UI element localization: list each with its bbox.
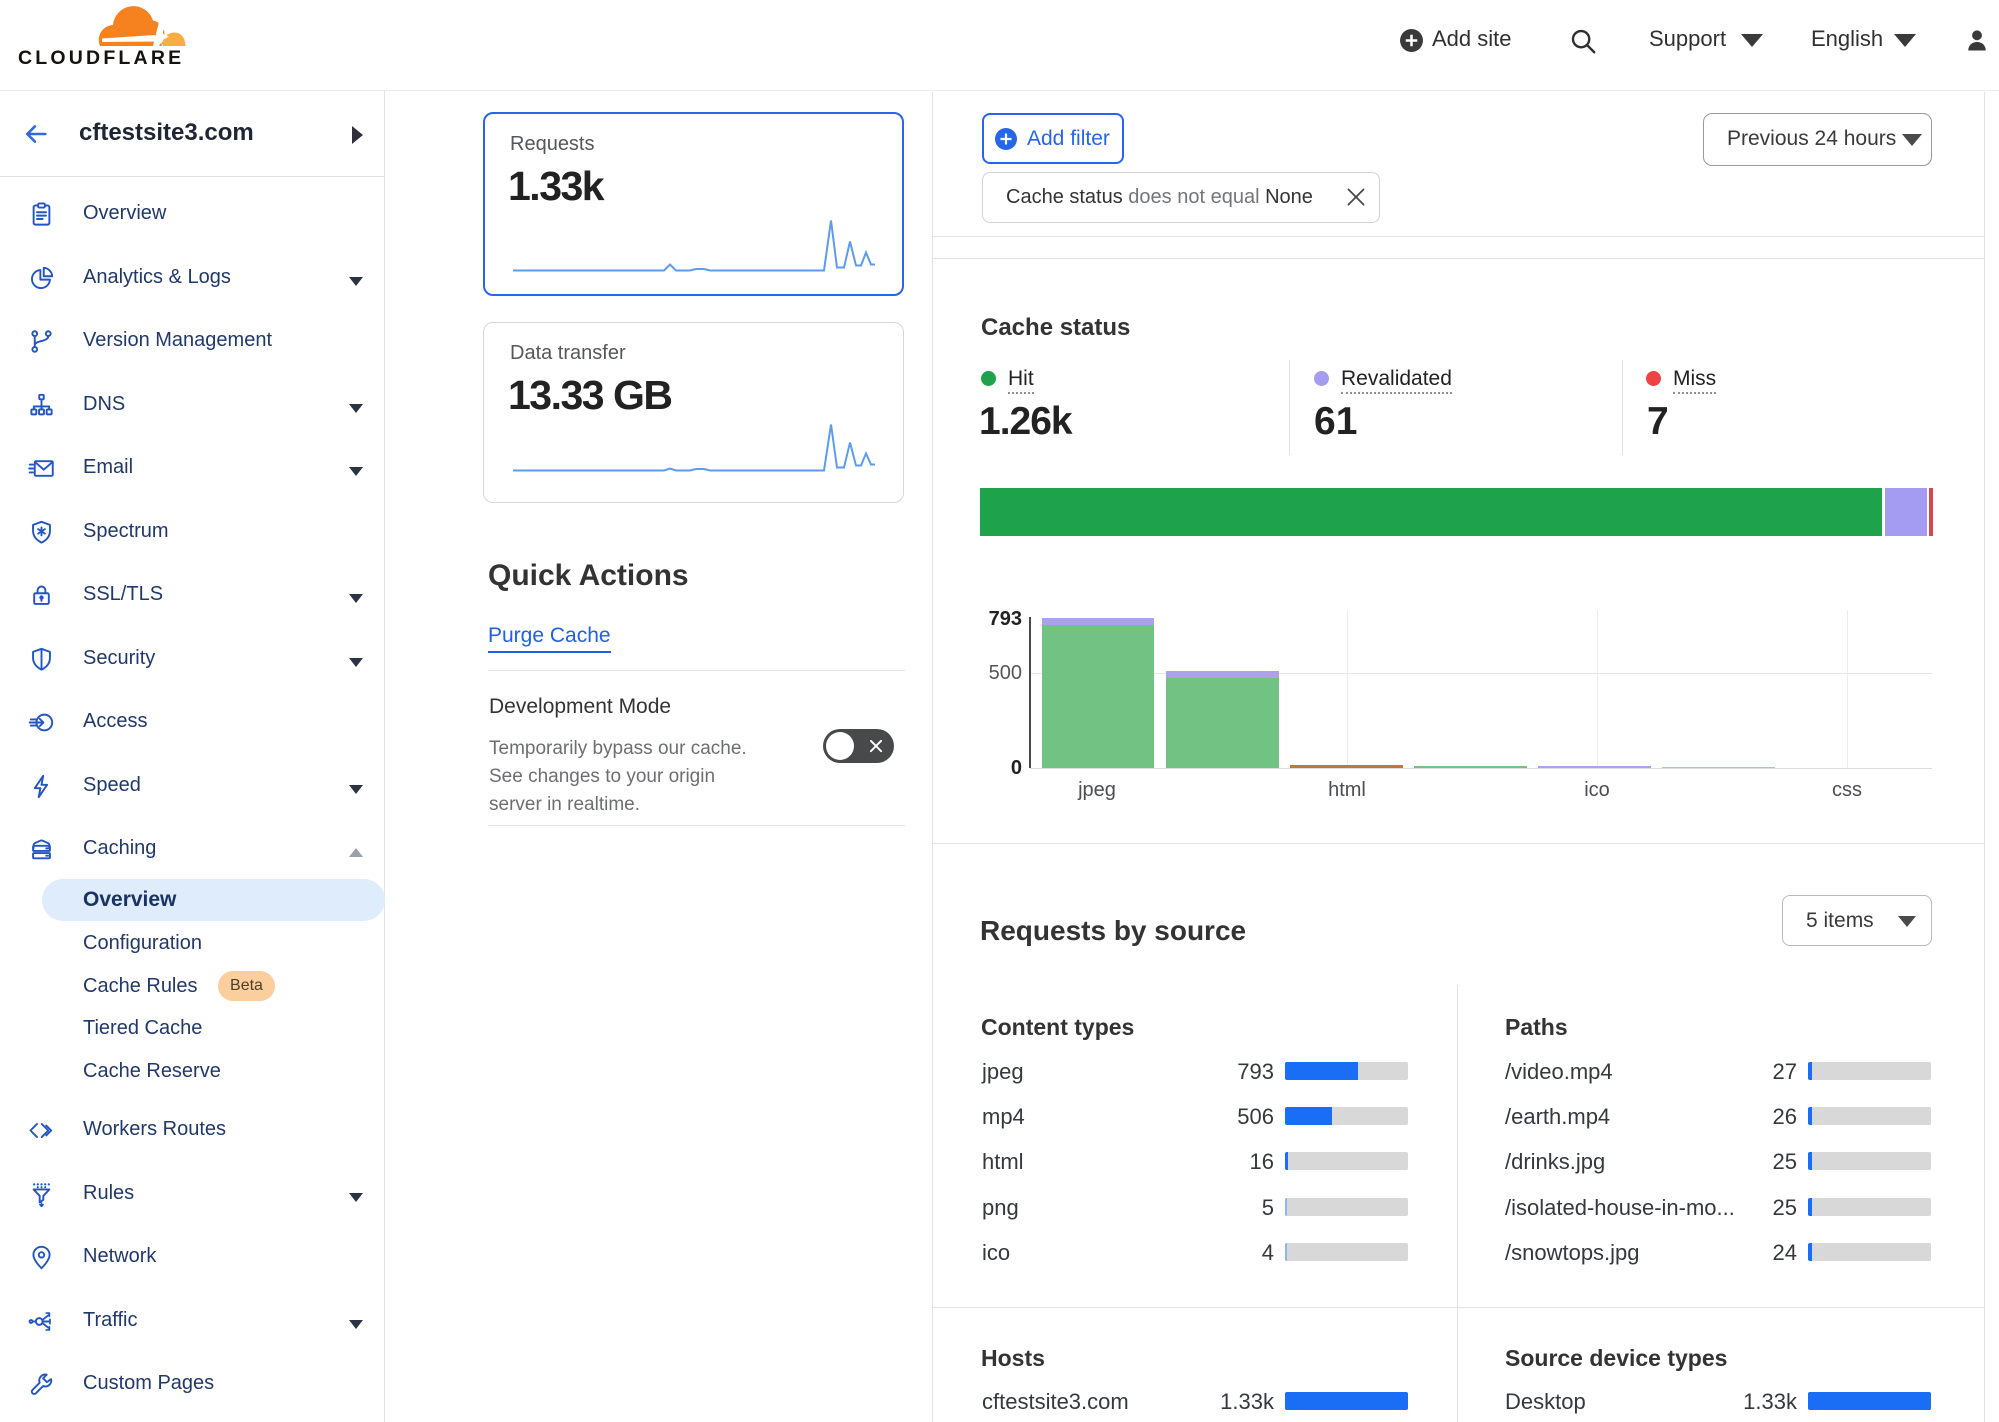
svg-text:CLOUDFLARE: CLOUDFLARE bbox=[18, 47, 184, 68]
